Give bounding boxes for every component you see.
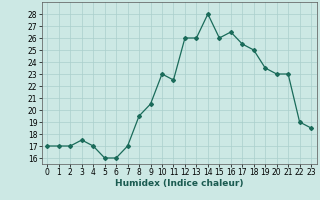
X-axis label: Humidex (Indice chaleur): Humidex (Indice chaleur) <box>115 179 244 188</box>
